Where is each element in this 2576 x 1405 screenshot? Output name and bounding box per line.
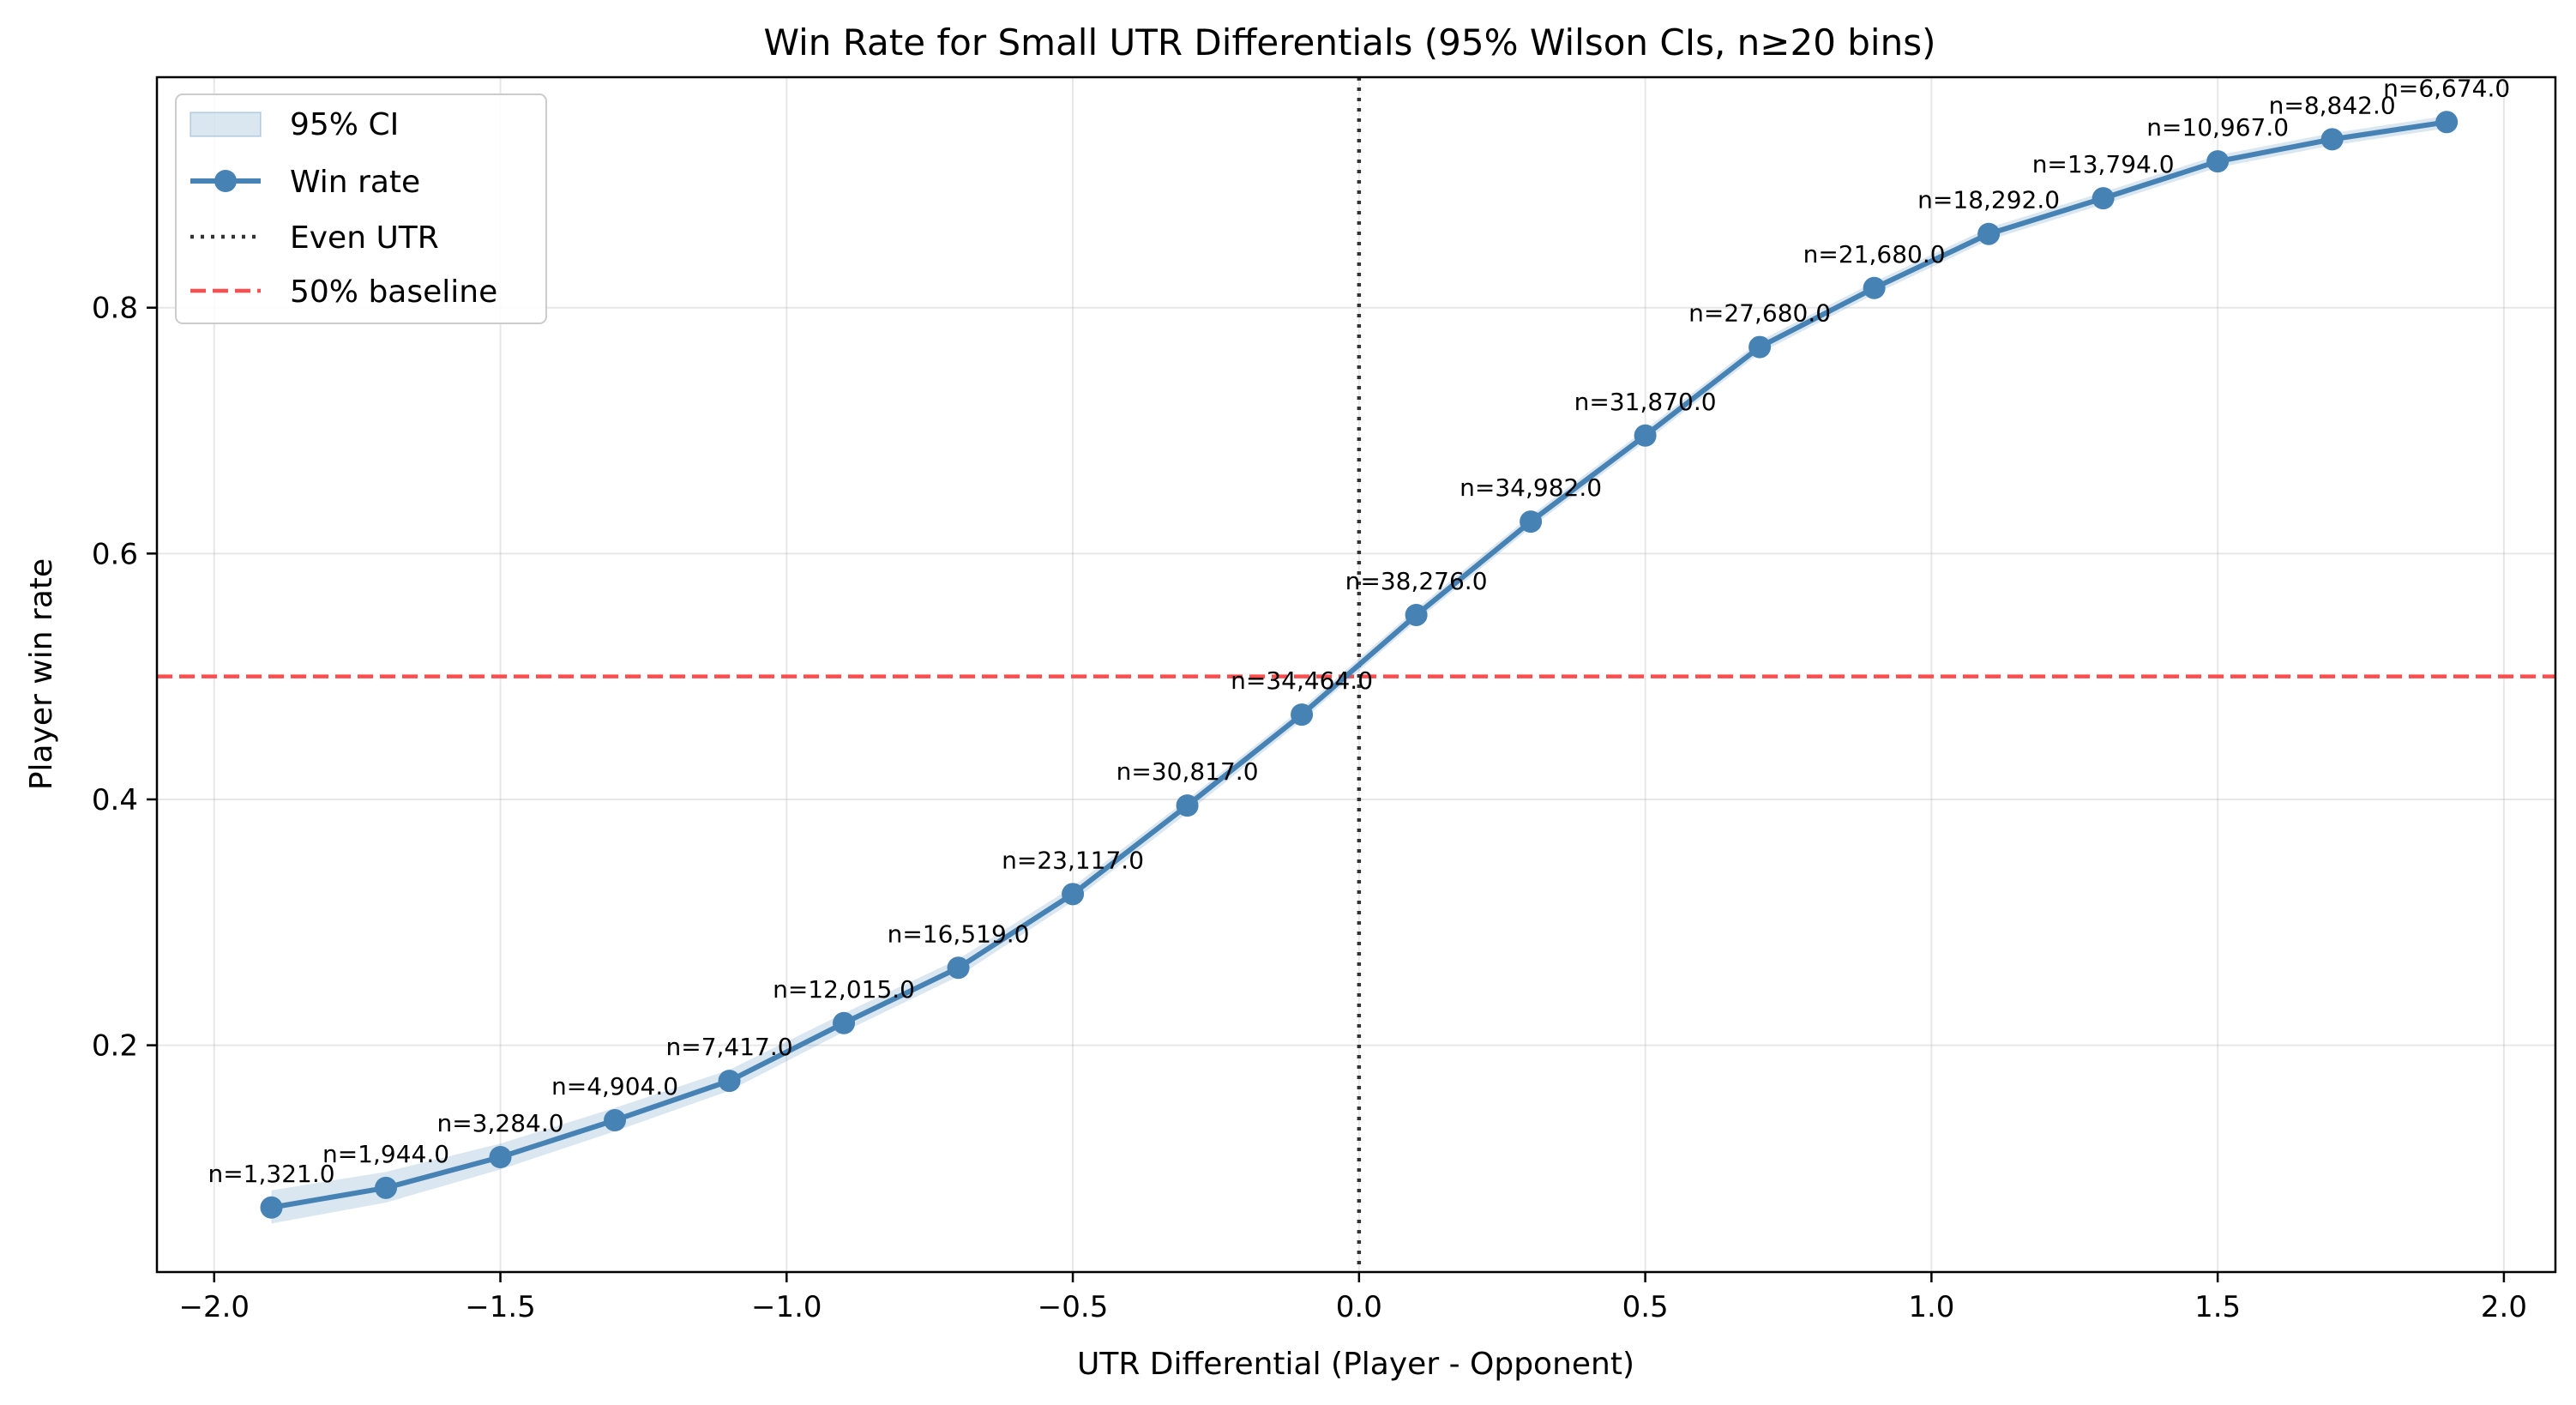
win-rate-point xyxy=(947,956,970,980)
confidence-band-layer xyxy=(271,116,2447,1224)
sample-size-label: n=23,117.0 xyxy=(1002,846,1144,874)
plot-frame xyxy=(155,75,2557,1274)
sample-size-label: n=38,276.0 xyxy=(1345,567,1488,595)
win-rate-point xyxy=(260,1196,283,1219)
x-tick-label: 0.5 xyxy=(1622,1290,1669,1324)
x-tick-label: 1.5 xyxy=(2194,1290,2241,1324)
win-rate-point xyxy=(604,1109,627,1132)
win-rate-point xyxy=(2320,128,2344,151)
sample-size-label: n=30,817.0 xyxy=(1116,757,1259,786)
win-rate-point xyxy=(489,1146,512,1169)
x-tick-label: 1.0 xyxy=(1908,1290,1954,1324)
win-rate-point xyxy=(1748,335,1772,359)
win-rate-point xyxy=(1520,510,1543,534)
reference-lines xyxy=(157,77,2555,1272)
sample-size-label: n=7,417.0 xyxy=(665,1033,792,1061)
y-tick-label: 0.2 xyxy=(92,1029,138,1064)
y-tick-label: 0.4 xyxy=(92,783,138,817)
legend-winrate-label: Win rate xyxy=(290,165,420,200)
sample-size-label: n=12,015.0 xyxy=(773,975,915,1004)
sample-size-label: n=18,292.0 xyxy=(1917,186,2060,214)
y-tick-label: 0.6 xyxy=(92,537,138,571)
chart-title: Win Rate for Small UTR Differentials (95… xyxy=(764,21,1936,63)
x-tick-label: −2.0 xyxy=(178,1290,250,1324)
win-rate-point xyxy=(833,1011,856,1034)
legend-winrate-marker xyxy=(214,170,237,192)
x-axis-ticks: −2.0 −1.5 −1.0 −0.5 0.0 0.5 1.0 1.5 2.0 xyxy=(178,1272,2527,1324)
sample-size-label: n=8,842.0 xyxy=(2269,91,2396,119)
win-rate-point xyxy=(718,1070,741,1093)
confidence-band xyxy=(271,116,2447,1224)
win-rate-point xyxy=(2206,150,2230,173)
sample-size-label: n=1,944.0 xyxy=(322,1140,449,1168)
win-rate-point xyxy=(1405,603,1428,626)
legend-frame xyxy=(175,93,547,324)
legend-ci-swatch xyxy=(190,112,262,137)
sample-size-label: n=27,680.0 xyxy=(1688,299,1831,328)
win-rate-point xyxy=(1977,222,2001,245)
sample-size-label: n=16,519.0 xyxy=(888,920,1030,948)
legend-ci-label: 95% CI xyxy=(290,107,399,142)
x-tick-label: −1.0 xyxy=(751,1290,822,1324)
win-rate-point xyxy=(1634,424,1657,447)
legend: 95% CI Win rate Even UTR 50% baseline xyxy=(175,93,547,324)
sample-size-label: n=31,870.0 xyxy=(1574,388,1717,416)
win-rate-point xyxy=(1176,794,1199,817)
y-axis-label: Player win rate xyxy=(24,558,59,790)
win-rate-point xyxy=(2435,111,2459,134)
series-layer xyxy=(260,111,2459,1219)
sample-size-label: n=13,794.0 xyxy=(2032,150,2175,178)
win-rate-point xyxy=(1863,276,1886,299)
sample-size-label: n=1,321.0 xyxy=(208,1160,334,1188)
sample-size-label: n=6,674.0 xyxy=(2383,74,2510,102)
sample-size-label: n=10,967.0 xyxy=(2146,113,2289,142)
sample-size-label: n=3,284.0 xyxy=(436,1109,563,1137)
legend-baseline-label: 50% baseline xyxy=(290,274,497,310)
sample-size-label: n=34,982.0 xyxy=(1460,473,1602,502)
sample-size-label: n=34,464.0 xyxy=(1231,666,1373,695)
sample-size-label: n=21,680.0 xyxy=(1803,240,1946,268)
win-rate-point xyxy=(1291,703,1314,727)
win-rate-point xyxy=(1062,883,1085,906)
sample-size-label: n=4,904.0 xyxy=(551,1072,678,1100)
win-rate-point xyxy=(2091,187,2115,210)
win-rate-line xyxy=(271,119,2447,1210)
y-axis-ticks: 0.2 0.4 0.6 0.8 xyxy=(92,292,157,1064)
x-axis-label: UTR Differential (Player - Opponent) xyxy=(1077,1347,1634,1382)
win-rate-point xyxy=(375,1176,398,1199)
x-tick-label: 2.0 xyxy=(2481,1290,2527,1324)
legend-even-utr-label: Even UTR xyxy=(290,220,439,256)
y-tick-label: 0.8 xyxy=(92,292,138,326)
x-tick-label: −0.5 xyxy=(1038,1290,1109,1324)
x-tick-label: −1.5 xyxy=(465,1290,536,1324)
data-labels: n=1,321.0n=1,944.0 n=3,284.0 n=4,904.0 n=7,… xyxy=(208,74,2510,1187)
x-tick-label: 0.0 xyxy=(1336,1290,1382,1324)
